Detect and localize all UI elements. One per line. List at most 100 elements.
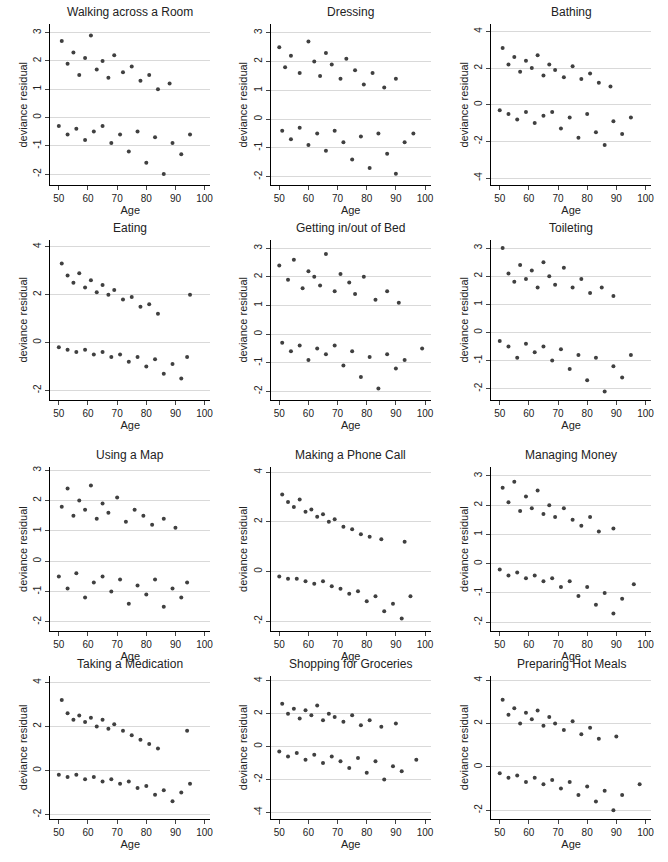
svg-text:deviance residual: deviance residual [17,277,29,363]
svg-text:2: 2 [473,501,484,507]
svg-text:2: 2 [473,719,484,725]
svg-text:Shopping for Groceries: Shopping for Groceries [289,657,412,671]
svg-text:70: 70 [552,639,564,650]
svg-text:100: 100 [637,408,654,419]
svg-text:1: 1 [32,526,43,532]
svg-text:60: 60 [303,193,315,204]
svg-text:deviance residual: deviance residual [237,705,249,791]
svg-text:-1: -1 [473,354,484,363]
svg-text:50: 50 [274,408,286,419]
svg-text:70: 70 [552,408,564,419]
svg-text:80: 80 [141,827,153,838]
svg-text:80: 80 [361,827,373,838]
svg-text:80: 80 [361,193,373,204]
svg-text:2: 2 [32,722,43,728]
svg-text:90: 90 [611,827,623,838]
svg-text:80: 80 [141,639,153,650]
svg-text:1: 1 [253,301,264,307]
svg-text:90: 90 [170,408,182,419]
svg-text:2: 2 [32,56,43,62]
svg-text:0: 0 [32,338,43,344]
svg-text:0: 0 [253,567,264,573]
svg-text:0: 0 [32,113,43,119]
svg-text:90: 90 [170,193,182,204]
svg-text:2: 2 [32,496,43,502]
svg-text:Age: Age [561,838,581,850]
svg-text:80: 80 [582,639,594,650]
svg-text:60: 60 [523,639,535,650]
svg-text:Age: Age [561,650,581,662]
svg-text:Using a Map: Using a Map [96,448,164,462]
svg-text:Dressing: Dressing [327,5,374,19]
svg-text:Eating: Eating [113,221,147,235]
svg-text:Age: Age [561,419,581,431]
svg-text:Walking across a Room: Walking across a Room [67,5,193,19]
svg-text:-1: -1 [473,587,484,596]
svg-text:50: 50 [53,827,65,838]
svg-text:-2: -2 [473,382,484,391]
svg-text:60: 60 [523,408,535,419]
svg-text:90: 90 [390,639,402,650]
svg-text:90: 90 [611,408,623,419]
svg-text:0: 0 [473,762,484,768]
svg-text:90: 90 [390,193,402,204]
svg-text:-1: -1 [253,356,264,365]
svg-text:60: 60 [82,639,94,650]
svg-text:100: 100 [637,193,654,204]
svg-text:60: 60 [523,193,535,204]
svg-text:80: 80 [361,408,373,419]
svg-text:Getting in/out of Bed: Getting in/out of Bed [296,221,405,235]
svg-text:-2: -2 [253,773,264,782]
svg-text:70: 70 [552,193,564,204]
svg-text:90: 90 [390,408,402,419]
svg-text:-1: -1 [253,142,264,151]
svg-text:80: 80 [141,408,153,419]
svg-text:Age: Age [341,650,361,662]
svg-text:4: 4 [473,675,484,681]
svg-text:Age: Age [341,838,361,850]
svg-text:50: 50 [274,193,286,204]
svg-text:-2: -2 [253,385,264,394]
svg-text:Toileting: Toileting [549,221,593,235]
svg-text:0: 0 [473,328,484,334]
svg-text:-4: -4 [473,172,484,181]
svg-text:-1: -1 [32,139,43,148]
svg-text:deviance residual: deviance residual [458,277,470,363]
svg-text:70: 70 [112,639,124,650]
svg-text:3: 3 [473,471,484,477]
svg-text:Taking a Medication: Taking a Medication [77,657,183,671]
svg-text:2: 2 [253,57,264,63]
svg-text:Age: Age [341,204,361,216]
svg-text:100: 100 [417,408,434,419]
svg-text:-2: -2 [253,615,264,624]
svg-text:80: 80 [141,193,153,204]
svg-text:100: 100 [196,408,213,419]
svg-text:-4: -4 [253,806,264,815]
svg-text:100: 100 [637,639,654,650]
svg-text:Age: Age [120,650,140,662]
svg-text:50: 50 [274,639,286,650]
svg-text:90: 90 [170,827,182,838]
svg-text:deviance residual: deviance residual [17,506,29,592]
svg-text:deviance residual: deviance residual [237,506,249,592]
svg-text:2: 2 [253,517,264,523]
svg-text:70: 70 [112,827,124,838]
svg-text:60: 60 [82,827,94,838]
svg-text:70: 70 [332,408,344,419]
svg-text:100: 100 [637,827,654,838]
svg-text:deviance residual: deviance residual [237,277,249,363]
svg-text:0: 0 [473,100,484,106]
svg-text:-2: -2 [473,804,484,813]
svg-text:2: 2 [473,271,484,277]
svg-text:90: 90 [611,639,623,650]
svg-text:0: 0 [32,766,43,772]
svg-text:deviance residual: deviance residual [458,506,470,592]
svg-text:-1: -1 [32,585,43,594]
svg-text:Age: Age [120,419,140,431]
svg-text:80: 80 [582,408,594,419]
svg-text:deviance residual: deviance residual [458,62,470,148]
svg-text:3: 3 [32,466,43,472]
svg-text:deviance residual: deviance residual [17,705,29,791]
svg-text:90: 90 [170,639,182,650]
svg-text:-2: -2 [32,384,43,393]
